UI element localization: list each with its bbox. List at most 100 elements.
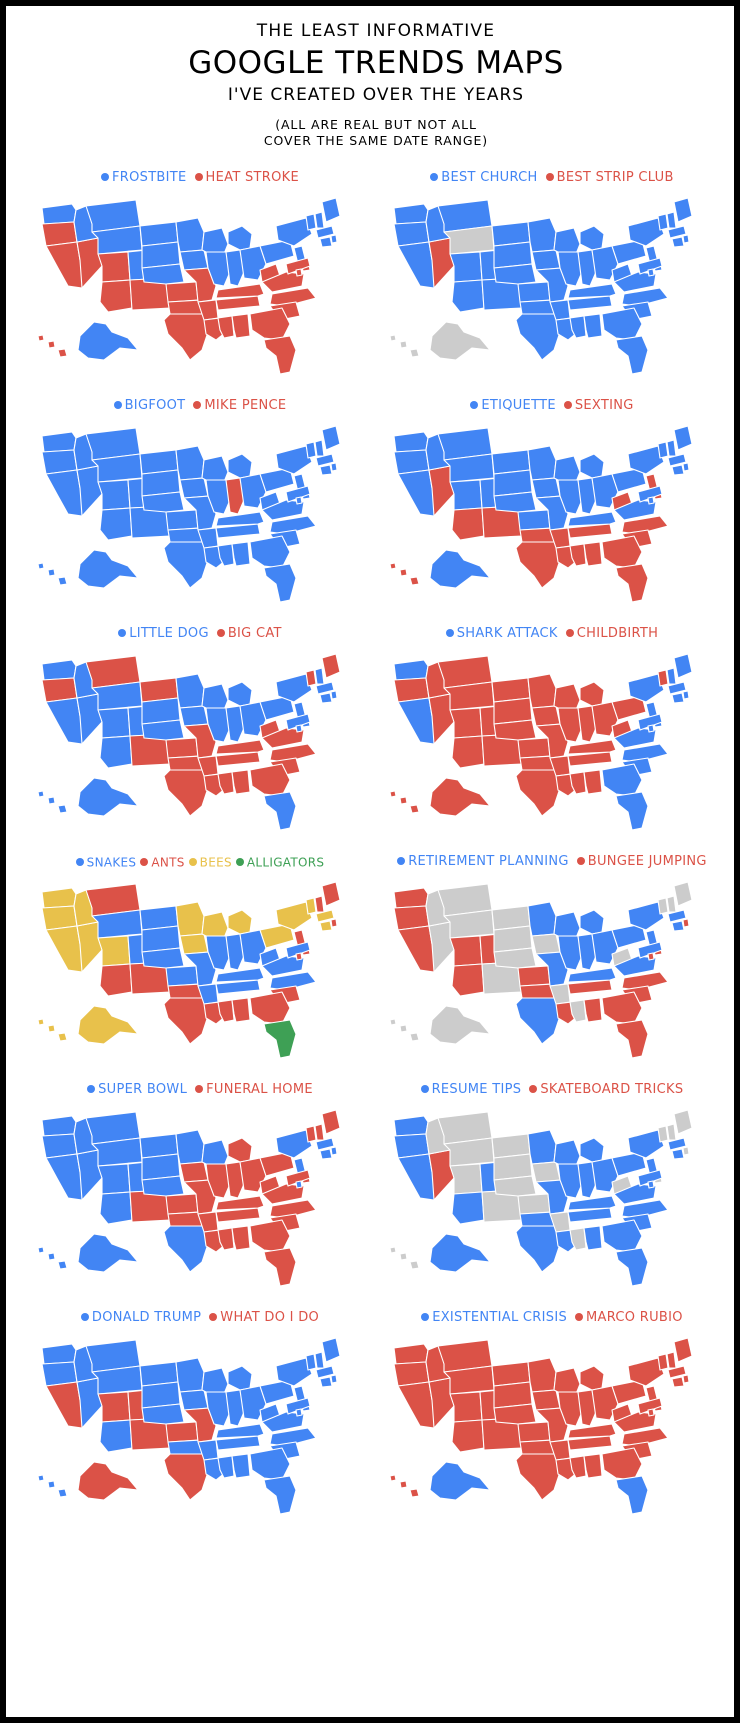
legend-item[interactable]: LITTLE DOG xyxy=(118,626,209,643)
legend-item[interactable]: RETIREMENT PLANNING xyxy=(397,854,569,871)
state-FL[interactable] xyxy=(263,335,297,375)
state-FL[interactable] xyxy=(615,791,649,831)
state-TN[interactable] xyxy=(567,751,613,767)
state-IA[interactable] xyxy=(531,933,561,955)
state-WI[interactable] xyxy=(201,455,229,483)
state-KS[interactable] xyxy=(517,737,551,759)
state-WI[interactable] xyxy=(201,227,229,255)
state-WA[interactable] xyxy=(393,1343,429,1365)
state-PA[interactable] xyxy=(259,467,295,493)
state-MS[interactable] xyxy=(217,1227,235,1251)
state-UT[interactable] xyxy=(449,479,483,511)
state-AZ[interactable] xyxy=(451,963,485,997)
state-GA[interactable] xyxy=(601,991,643,1025)
state-TX[interactable] xyxy=(515,997,561,1045)
state-NC[interactable] xyxy=(269,1427,317,1447)
legend-item[interactable]: MARCO RUBIO xyxy=(575,1310,683,1327)
state-AL[interactable] xyxy=(231,769,251,795)
state-DC[interactable] xyxy=(295,724,303,733)
state-NC[interactable] xyxy=(269,515,317,535)
state-AK[interactable] xyxy=(77,1005,139,1045)
state-RI[interactable] xyxy=(330,690,338,700)
us-choropleth-map[interactable] xyxy=(376,190,728,390)
state-MS[interactable] xyxy=(217,771,235,795)
legend-item[interactable]: SKATEBOARD TRICKS xyxy=(529,1082,683,1099)
state-AK[interactable] xyxy=(429,321,491,361)
state-VT[interactable] xyxy=(305,1125,317,1143)
us-choropleth-map[interactable] xyxy=(376,646,728,846)
state-CT[interactable] xyxy=(319,1148,333,1160)
legend-item[interactable]: BIGFOOT xyxy=(113,398,186,415)
state-FL[interactable] xyxy=(263,1019,297,1059)
state-ME[interactable] xyxy=(673,425,693,451)
state-VT[interactable] xyxy=(657,1353,669,1371)
state-VT[interactable] xyxy=(305,441,317,459)
legend-item[interactable]: BIG CAT xyxy=(216,626,282,643)
state-AK[interactable] xyxy=(77,1233,139,1273)
legend-item[interactable]: SHARK ATTACK xyxy=(445,626,558,643)
state-VT[interactable] xyxy=(305,897,317,915)
state-AL[interactable] xyxy=(583,313,603,339)
state-VT[interactable] xyxy=(305,1353,317,1371)
state-NY[interactable] xyxy=(627,217,665,247)
state-PA[interactable] xyxy=(611,923,647,949)
state-TN[interactable] xyxy=(215,979,261,995)
state-NC[interactable] xyxy=(269,1199,317,1219)
state-VT[interactable] xyxy=(305,669,317,687)
state-NC[interactable] xyxy=(621,743,669,763)
state-AZ[interactable] xyxy=(451,279,485,313)
state-MN[interactable] xyxy=(527,445,557,481)
state-HI[interactable] xyxy=(389,1018,420,1042)
state-AZ[interactable] xyxy=(99,507,133,541)
state-UT[interactable] xyxy=(97,1163,131,1195)
state-NY[interactable] xyxy=(275,1357,313,1387)
state-VA[interactable] xyxy=(613,727,657,749)
state-NE[interactable] xyxy=(493,947,537,969)
state-MS[interactable] xyxy=(569,1455,587,1479)
state-WI[interactable] xyxy=(553,1139,581,1167)
state-TN[interactable] xyxy=(567,295,613,311)
state-MA[interactable] xyxy=(315,681,335,695)
state-ME[interactable] xyxy=(321,653,341,679)
state-ME[interactable] xyxy=(321,881,341,907)
state-VA[interactable] xyxy=(261,271,305,293)
state-KY[interactable] xyxy=(567,967,617,983)
state-TN[interactable] xyxy=(567,1207,613,1223)
state-MI[interactable] xyxy=(579,453,605,479)
state-TX[interactable] xyxy=(515,1453,561,1501)
state-VA[interactable] xyxy=(261,955,305,977)
state-AZ[interactable] xyxy=(99,735,133,769)
state-WA[interactable] xyxy=(41,1115,77,1137)
state-MD[interactable] xyxy=(285,713,311,731)
state-RI[interactable] xyxy=(330,1146,338,1156)
state-AK[interactable] xyxy=(429,1005,491,1045)
state-RI[interactable] xyxy=(682,1374,690,1384)
state-HI[interactable] xyxy=(37,1474,68,1498)
us-choropleth-map[interactable] xyxy=(376,1330,728,1530)
state-UT[interactable] xyxy=(97,251,131,283)
state-NH[interactable] xyxy=(314,439,325,457)
state-KY[interactable] xyxy=(567,1195,617,1211)
state-UT[interactable] xyxy=(449,935,483,967)
state-MD[interactable] xyxy=(637,1397,663,1415)
state-MA[interactable] xyxy=(667,909,687,923)
state-MN[interactable] xyxy=(175,901,205,937)
state-FL[interactable] xyxy=(615,1247,649,1287)
state-NE[interactable] xyxy=(141,1175,185,1197)
state-MA[interactable] xyxy=(667,681,687,695)
state-TN[interactable] xyxy=(215,1435,261,1451)
state-FL[interactable] xyxy=(263,563,297,603)
state-MD[interactable] xyxy=(637,713,663,731)
state-TX[interactable] xyxy=(163,1453,209,1501)
state-FL[interactable] xyxy=(615,563,649,603)
state-GA[interactable] xyxy=(601,1447,643,1481)
state-CT[interactable] xyxy=(671,236,685,248)
state-KS[interactable] xyxy=(517,509,551,531)
state-NC[interactable] xyxy=(621,287,669,307)
state-AK[interactable] xyxy=(429,1233,491,1273)
state-AZ[interactable] xyxy=(451,1419,485,1453)
legend-item[interactable]: SUPER BOWL xyxy=(87,1082,187,1099)
state-ME[interactable] xyxy=(321,425,341,451)
state-IA[interactable] xyxy=(179,933,209,955)
state-WA[interactable] xyxy=(41,203,77,225)
